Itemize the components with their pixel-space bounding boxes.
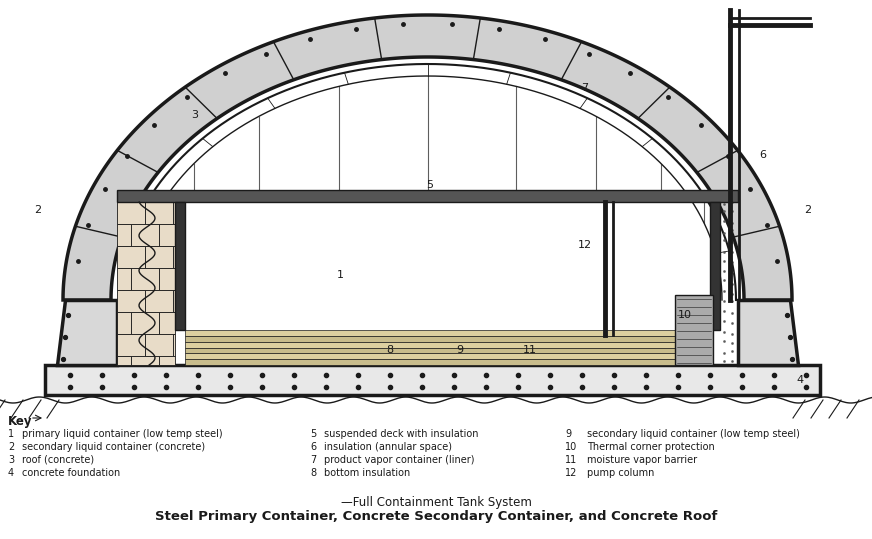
Text: 9: 9 [565, 429, 571, 439]
Text: Thermal corner protection: Thermal corner protection [587, 442, 715, 452]
Text: product vapor container (liner): product vapor container (liner) [324, 455, 474, 465]
Bar [117, 202, 145, 224]
Text: roof (concrete): roof (concrete) [22, 455, 94, 465]
Bar [159, 356, 175, 365]
Text: concrete foundation: concrete foundation [22, 468, 120, 478]
Text: 1: 1 [337, 270, 344, 280]
Bar [159, 268, 175, 290]
Bar [675, 295, 713, 365]
Text: suspended deck with insulation: suspended deck with insulation [324, 429, 479, 439]
Text: secondary liquid container (low temp steel): secondary liquid container (low temp ste… [587, 429, 800, 439]
Text: 10: 10 [678, 310, 692, 320]
Text: secondary liquid container (concrete): secondary liquid container (concrete) [22, 442, 205, 452]
Text: 8: 8 [310, 468, 317, 478]
Text: 11: 11 [523, 345, 537, 355]
Bar [131, 312, 159, 334]
Text: 4: 4 [796, 375, 804, 385]
Text: bottom insulation: bottom insulation [324, 468, 410, 478]
Text: 12: 12 [578, 240, 592, 250]
Bar [173, 202, 175, 224]
Bar [117, 224, 131, 246]
Text: 5: 5 [426, 180, 433, 190]
Text: 3: 3 [8, 455, 14, 465]
Bar [131, 268, 159, 290]
Bar [131, 224, 159, 246]
Bar [710, 202, 720, 330]
Text: 12: 12 [565, 468, 577, 478]
Text: Steel Primary Container, Concrete Secondary Container, and Concrete Roof: Steel Primary Container, Concrete Second… [155, 510, 717, 523]
Text: 11: 11 [565, 455, 577, 465]
Text: —Full Containment Tank System: —Full Containment Tank System [341, 496, 531, 509]
Text: 4: 4 [8, 468, 14, 478]
Polygon shape [738, 300, 798, 365]
Text: Key: Key [8, 415, 32, 428]
Text: insulation (annular space): insulation (annular space) [324, 442, 452, 452]
Text: 10: 10 [565, 442, 577, 452]
Text: 3: 3 [192, 110, 199, 120]
Text: 6: 6 [760, 150, 766, 160]
Bar [131, 356, 159, 365]
Bar [117, 290, 145, 312]
Bar [185, 354, 710, 359]
Bar [159, 312, 175, 334]
Bar [185, 348, 710, 354]
Bar [117, 356, 131, 365]
Text: 8: 8 [386, 345, 393, 355]
Bar [145, 290, 173, 312]
Text: 6: 6 [310, 442, 317, 452]
Bar [185, 336, 710, 342]
Bar [145, 246, 173, 268]
Text: 2: 2 [34, 205, 42, 215]
Text: 7: 7 [582, 83, 589, 93]
Bar [145, 334, 173, 356]
Polygon shape [57, 300, 117, 365]
Bar [117, 312, 131, 334]
Bar [173, 246, 175, 268]
Bar [185, 359, 710, 365]
Bar [173, 334, 175, 356]
Text: 2: 2 [8, 442, 14, 452]
Bar [45, 365, 820, 395]
Bar [185, 342, 710, 348]
Bar [117, 268, 131, 290]
Bar [117, 190, 738, 202]
Bar [145, 202, 173, 224]
Text: 5: 5 [310, 429, 317, 439]
Text: 9: 9 [456, 345, 464, 355]
Text: 2: 2 [805, 205, 812, 215]
Polygon shape [63, 15, 792, 300]
Bar [159, 224, 175, 246]
Text: moisture vapor barrier: moisture vapor barrier [587, 455, 697, 465]
Bar [117, 334, 145, 356]
Bar [117, 246, 145, 268]
Bar [173, 290, 175, 312]
Text: 7: 7 [310, 455, 317, 465]
Bar [185, 330, 710, 336]
Text: 1: 1 [8, 429, 14, 439]
Bar [175, 202, 185, 330]
Text: primary liquid container (low temp steel): primary liquid container (low temp steel… [22, 429, 222, 439]
Text: pump column: pump column [587, 468, 654, 478]
